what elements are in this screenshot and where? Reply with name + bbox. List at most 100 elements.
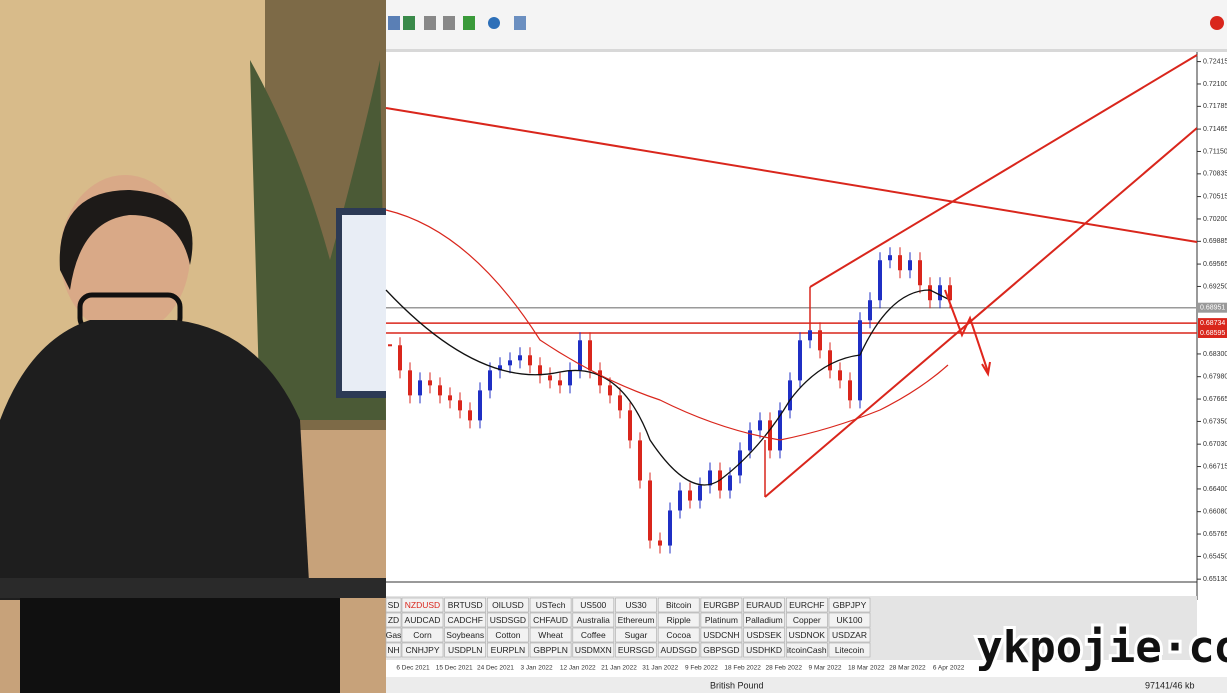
symbol-tab[interactable]: Corn xyxy=(401,627,444,643)
candle xyxy=(828,350,832,371)
tab-box xyxy=(385,627,402,643)
candle xyxy=(948,285,952,301)
symbol-tab[interactable]: NH xyxy=(385,642,402,658)
tab-label: USDZAR xyxy=(832,630,867,640)
candle xyxy=(778,410,782,451)
symbol-tab[interactable]: EURGBP xyxy=(700,597,743,613)
alert-icon[interactable] xyxy=(1210,16,1224,30)
symbol-tab[interactable]: USTech xyxy=(529,597,572,613)
symbol-tab[interactable]: Copper xyxy=(785,612,828,628)
tab-box xyxy=(743,612,785,628)
symbol-tab[interactable]: Soybeans xyxy=(444,627,487,643)
symbol-tab[interactable]: GBPSGD xyxy=(700,642,743,658)
symbol-tab[interactable]: EURAUD xyxy=(743,597,785,613)
tab-box xyxy=(385,612,402,628)
tab-label: Copper xyxy=(793,615,821,625)
tab-label: ZD xyxy=(388,615,399,625)
tab-label: Litecoin xyxy=(835,645,865,655)
tab-label: NZDUSD xyxy=(405,600,440,610)
symbol-tab[interactable]: Bitcoin xyxy=(657,597,700,613)
symbol-tab[interactable]: USDSGD xyxy=(487,612,529,628)
y-tick-label: 0.65765 xyxy=(1203,531,1227,538)
symbol-tab[interactable]: USDMXN xyxy=(572,642,615,658)
symbol-tab[interactable]: OILUSD xyxy=(487,597,529,613)
tab-box xyxy=(657,627,700,643)
tool-icon[interactable] xyxy=(403,16,415,30)
candle xyxy=(598,370,602,386)
x-tick-label: 21 Jan 2022 xyxy=(601,665,637,672)
symbol-tab[interactable]: AUDSGD xyxy=(657,642,700,658)
tool-icon[interactable] xyxy=(488,17,500,29)
x-tick-label: 18 Feb 2022 xyxy=(724,665,761,672)
symbol-tab[interactable]: USDPLN xyxy=(444,642,487,658)
tab-box xyxy=(401,627,444,643)
tab-label: Sugar xyxy=(625,630,648,640)
symbol-tab[interactable]: USDSEK xyxy=(743,627,785,643)
symbol-tab[interactable]: Ripple xyxy=(657,612,700,628)
tab-label: Soybeans xyxy=(446,630,484,640)
candle xyxy=(898,255,902,271)
candle xyxy=(938,285,942,301)
tab-label: USDCNH xyxy=(703,630,739,640)
tab-box xyxy=(444,627,487,643)
symbol-tab[interactable]: USDNOK xyxy=(785,627,828,643)
tab-label: Bitcoin xyxy=(666,600,692,610)
symbol-tab[interactable]: USDCNH xyxy=(700,627,743,643)
tool-icon[interactable] xyxy=(424,16,436,30)
tool-icon[interactable] xyxy=(388,16,400,30)
symbol-tab[interactable]: USDZAR xyxy=(828,627,871,643)
symbol-tab[interactable]: itcoinCash xyxy=(785,642,828,658)
tool-icon[interactable] xyxy=(463,16,475,30)
status-traffic: 97141/46 kb xyxy=(1145,680,1195,690)
symbol-tab[interactable]: Gas xyxy=(385,627,402,643)
symbol-tab[interactable]: US30 xyxy=(615,597,657,613)
drawings xyxy=(385,54,1198,498)
symbol-tab[interactable]: USDHKD xyxy=(743,642,785,658)
tab-box xyxy=(385,642,402,658)
symbol-tab[interactable]: SD xyxy=(385,597,402,613)
symbol-tab[interactable]: GBPJPY xyxy=(828,597,871,613)
toolbar xyxy=(386,0,1227,52)
symbol-tab[interactable]: Ethereum xyxy=(615,612,657,628)
candle xyxy=(848,380,852,401)
x-tick-label: 6 Dec 2021 xyxy=(396,665,430,672)
symbol-tab[interactable]: Cotton xyxy=(487,627,529,643)
symbol-tab[interactable]: Coffee xyxy=(572,627,615,643)
plot-area xyxy=(386,52,1227,582)
tab-box xyxy=(529,612,572,628)
symbol-tab[interactable]: BRTUSD xyxy=(444,597,487,613)
symbol-tab[interactable]: Platinum xyxy=(700,612,743,628)
candle xyxy=(908,260,912,271)
symbol-tab[interactable]: AUDCAD xyxy=(401,612,444,628)
symbol-tab[interactable]: Cocoa xyxy=(657,627,700,643)
symbol-tab[interactable]: EURCHF xyxy=(785,597,828,613)
y-tick-label: 0.69250 xyxy=(1203,283,1227,290)
symbol-tab[interactable]: CNHJPY xyxy=(401,642,444,658)
candle xyxy=(478,390,482,421)
symbol-tab[interactable]: US500 xyxy=(572,597,615,613)
symbol-tab[interactable]: Litecoin xyxy=(828,642,871,658)
tab-box xyxy=(657,612,700,628)
tool-icon[interactable] xyxy=(443,16,455,30)
symbol-tab[interactable]: EURPLN xyxy=(487,642,529,658)
symbol-tab[interactable]: ZD xyxy=(385,612,402,628)
candle xyxy=(638,440,642,481)
tab-label: CNHJPY xyxy=(405,645,439,655)
tab-label: GBPSGD xyxy=(703,645,739,655)
candle xyxy=(788,380,792,411)
symbol-tab[interactable]: CHFAUD xyxy=(529,612,572,628)
symbol-tab[interactable]: Wheat xyxy=(529,627,572,643)
symbol-tab[interactable]: EURSGD xyxy=(615,642,657,658)
symbol-tab[interactable]: CADCHF xyxy=(444,612,487,628)
tool-icon[interactable] xyxy=(514,16,526,30)
tab-box xyxy=(700,642,743,658)
symbol-tab[interactable]: Australia xyxy=(572,612,615,628)
symbol-tab[interactable]: Sugar xyxy=(615,627,657,643)
tab-label: SD xyxy=(388,600,400,610)
symbol-tab[interactable]: NZDUSD xyxy=(401,597,444,613)
candle xyxy=(728,475,732,491)
symbol-tab[interactable]: Palladium xyxy=(743,612,785,628)
symbol-tab[interactable]: GBPPLN xyxy=(529,642,572,658)
tab-label: USDSEK xyxy=(747,630,782,640)
symbol-tab[interactable]: UK100 xyxy=(828,612,871,628)
